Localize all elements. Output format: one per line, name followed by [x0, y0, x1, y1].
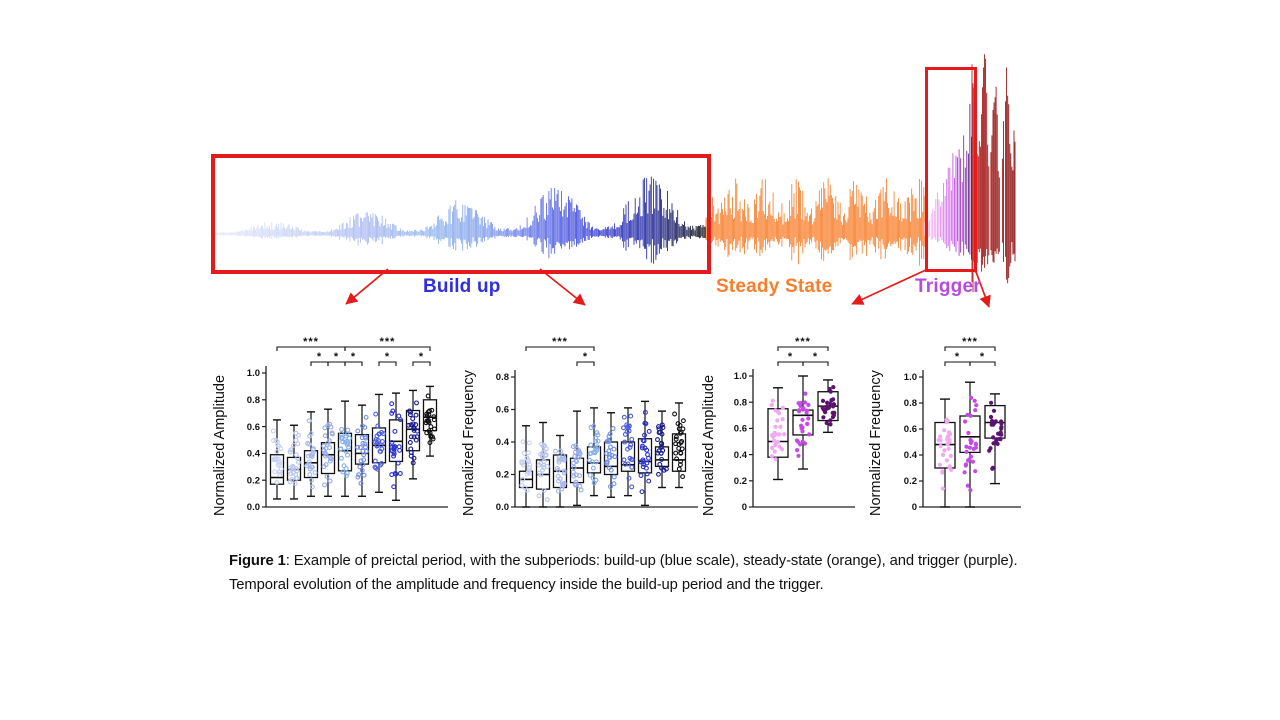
- significance-stars: *: [813, 351, 818, 363]
- box-group: [388, 392, 404, 502]
- svg-text:0.4: 0.4: [904, 450, 918, 461]
- trace-segment-trigger: [924, 103, 972, 260]
- svg-text:1.0: 1.0: [247, 368, 260, 379]
- svg-text:0.2: 0.2: [904, 476, 917, 487]
- svg-text:0.0: 0.0: [247, 502, 260, 513]
- svg-text:1.0: 1.0: [904, 372, 917, 383]
- box-group: [984, 393, 1006, 485]
- svg-text:0.2: 0.2: [496, 470, 509, 481]
- trace-segment-build-up: [211, 176, 706, 264]
- svg-text:1.0: 1.0: [734, 371, 747, 382]
- trigger-label: Trigger: [915, 276, 981, 297]
- box-group: [337, 400, 353, 497]
- box-group: [586, 407, 602, 497]
- svg-text:0.4: 0.4: [496, 437, 510, 448]
- svg-text:0.8: 0.8: [496, 372, 509, 383]
- svg-text:0.4: 0.4: [247, 449, 261, 460]
- box-group: [569, 410, 585, 507]
- box-group: [959, 381, 981, 508]
- significance-stars: ***: [303, 336, 319, 348]
- significance-stars: *: [351, 351, 356, 363]
- box-group: [535, 421, 551, 508]
- significance-stars: ***: [795, 336, 811, 348]
- svg-text:0.8: 0.8: [247, 395, 260, 406]
- significance-stars: *: [583, 351, 588, 363]
- figure-caption-label: Figure 1: [229, 553, 286, 569]
- build-up-label: Build up: [423, 276, 501, 297]
- box-group: [303, 411, 319, 497]
- signal-trace-plot: [211, 54, 1016, 293]
- figure-caption-text: : Example of preictal period, with the s…: [229, 553, 1018, 593]
- significance-stars: *: [385, 351, 390, 363]
- box-group: [637, 400, 653, 507]
- svg-text:0: 0: [742, 502, 747, 513]
- svg-text:0: 0: [912, 502, 917, 513]
- box-group: [286, 424, 302, 500]
- svg-text:0.6: 0.6: [496, 405, 509, 416]
- boxplot-frequency-buildup: 0.00.20.40.60.8****: [496, 336, 698, 513]
- svg-text:0.2: 0.2: [734, 476, 747, 487]
- boxplot-frequency-trigger: 00.20.40.60.81.0**** *: [904, 336, 1021, 513]
- box-group: [671, 402, 687, 489]
- significance-stars: *: [334, 351, 339, 363]
- box-group: [654, 410, 670, 489]
- significance-stars: ***: [962, 336, 978, 348]
- significance-stars: ***: [552, 336, 568, 348]
- significance-stars: *: [955, 351, 960, 363]
- significance-stars: *: [317, 351, 322, 363]
- svg-text:0.4: 0.4: [734, 450, 748, 461]
- box-group: [767, 387, 789, 481]
- significance-stars: *: [980, 351, 985, 363]
- box-group: [320, 408, 336, 497]
- box-group: [792, 375, 814, 470]
- box-group: [518, 425, 534, 508]
- box-group: [552, 434, 568, 508]
- box-group: [269, 419, 285, 500]
- build-up-region-box: [211, 154, 711, 274]
- box-group: [620, 407, 636, 497]
- boxplot-amplitude-buildup: 0.00.20.40.60.81.0*** **** * * * *: [247, 336, 448, 513]
- box-group: [934, 398, 956, 508]
- svg-text:0.6: 0.6: [247, 422, 260, 433]
- box-group: [817, 379, 839, 434]
- trace-segment-steady-state: [705, 178, 926, 266]
- boxplot-amplitude-trigger: 00.20.40.60.81.0**** *: [734, 336, 855, 513]
- svg-text:0.8: 0.8: [904, 398, 917, 409]
- significance-stars: ***: [380, 336, 396, 348]
- box-group: [405, 389, 421, 480]
- svg-text:0.6: 0.6: [904, 424, 917, 435]
- box-group: [354, 404, 370, 497]
- svg-text:0.8: 0.8: [734, 397, 747, 408]
- svg-text:0.2: 0.2: [247, 475, 260, 486]
- figure-caption: Figure 1: Example of preictal period, wi…: [229, 550, 1032, 598]
- svg-text:0.0: 0.0: [496, 502, 509, 513]
- significance-stars: *: [419, 351, 424, 363]
- box-group: [422, 385, 438, 457]
- significance-stars: *: [788, 351, 793, 363]
- steady-state-label: Steady State: [716, 276, 833, 297]
- box-group: [371, 393, 387, 493]
- trigger-region-box: [925, 67, 977, 272]
- box-group: [603, 412, 619, 498]
- trace-segment-post-trigger: [971, 54, 1016, 293]
- svg-text:0.6: 0.6: [734, 424, 747, 435]
